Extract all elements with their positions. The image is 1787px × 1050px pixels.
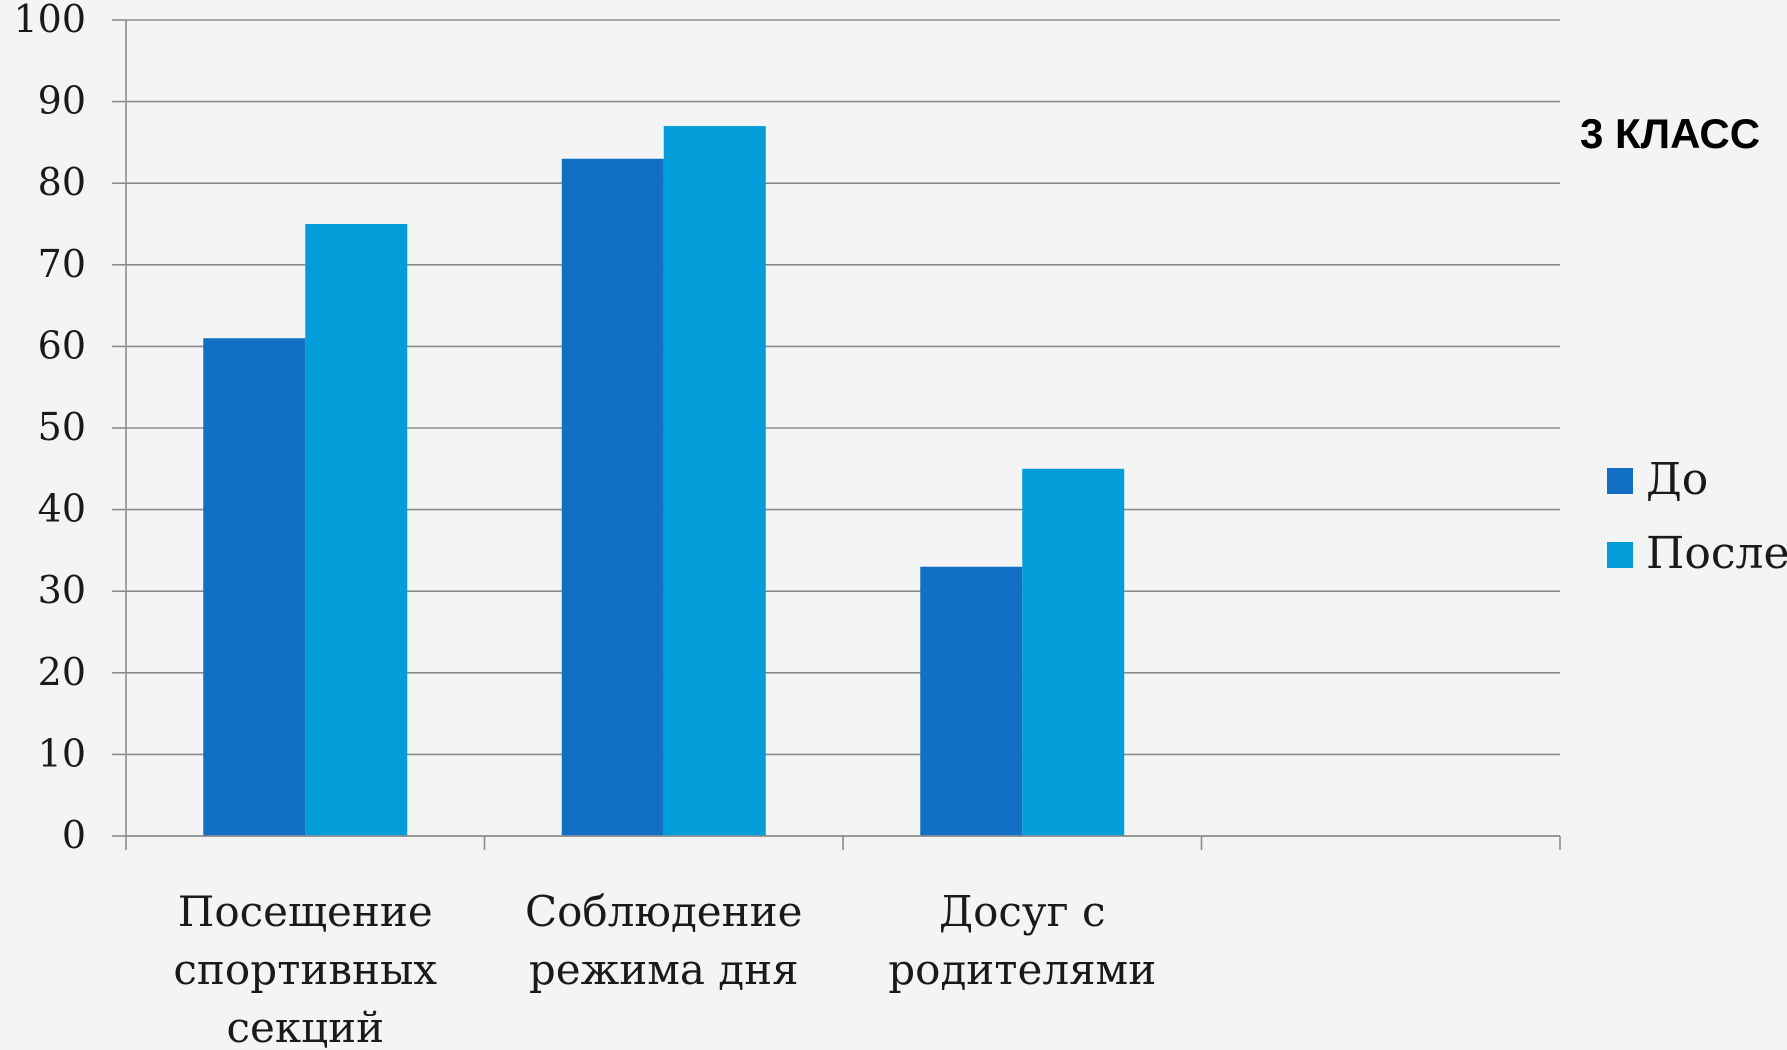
chart-title: 3 КЛАСС [1580,110,1760,157]
bar [663,126,766,836]
y-tick-label: 80 [38,160,86,204]
bars [203,126,1125,837]
x-category-label: режима дня [529,945,799,994]
x-axis [125,20,1561,850]
legend-label: После [1646,528,1787,579]
y-tick-label: 0 [62,813,86,857]
y-tick-label: 40 [38,487,86,531]
x-category-label: Соблюдение [525,887,803,936]
y-tick-label: 30 [38,568,86,612]
y-axis-ticks: 0 10 20 30 40 50 60 70 80 90 100 [13,0,126,857]
y-tick-label: 60 [38,323,86,367]
x-category-label: родителями [888,945,1156,994]
bar [203,338,306,836]
y-tick-label: 90 [38,79,86,123]
x-category-label: спортивных [173,945,437,994]
y-tick-label: 50 [38,405,86,449]
bar [305,224,408,836]
legend-label: До [1646,454,1708,505]
x-category-label: Посещение [178,887,433,936]
x-axis-labels: Посещение спортивных секций Соблюдение режим… [173,887,1156,1050]
bar [1022,468,1125,836]
x-category-label: Досуг с [939,887,1106,936]
y-tick-label: 10 [38,731,86,775]
y-tick-label: 20 [38,650,86,694]
bar [920,566,1023,836]
legend-swatch [1607,468,1633,494]
x-category-label: секций [226,1003,384,1050]
legend-swatch [1607,542,1633,568]
y-tick-label: 100 [13,0,86,41]
bar [561,158,664,837]
legend: До После [1607,454,1787,579]
y-tick-label: 70 [38,242,86,286]
